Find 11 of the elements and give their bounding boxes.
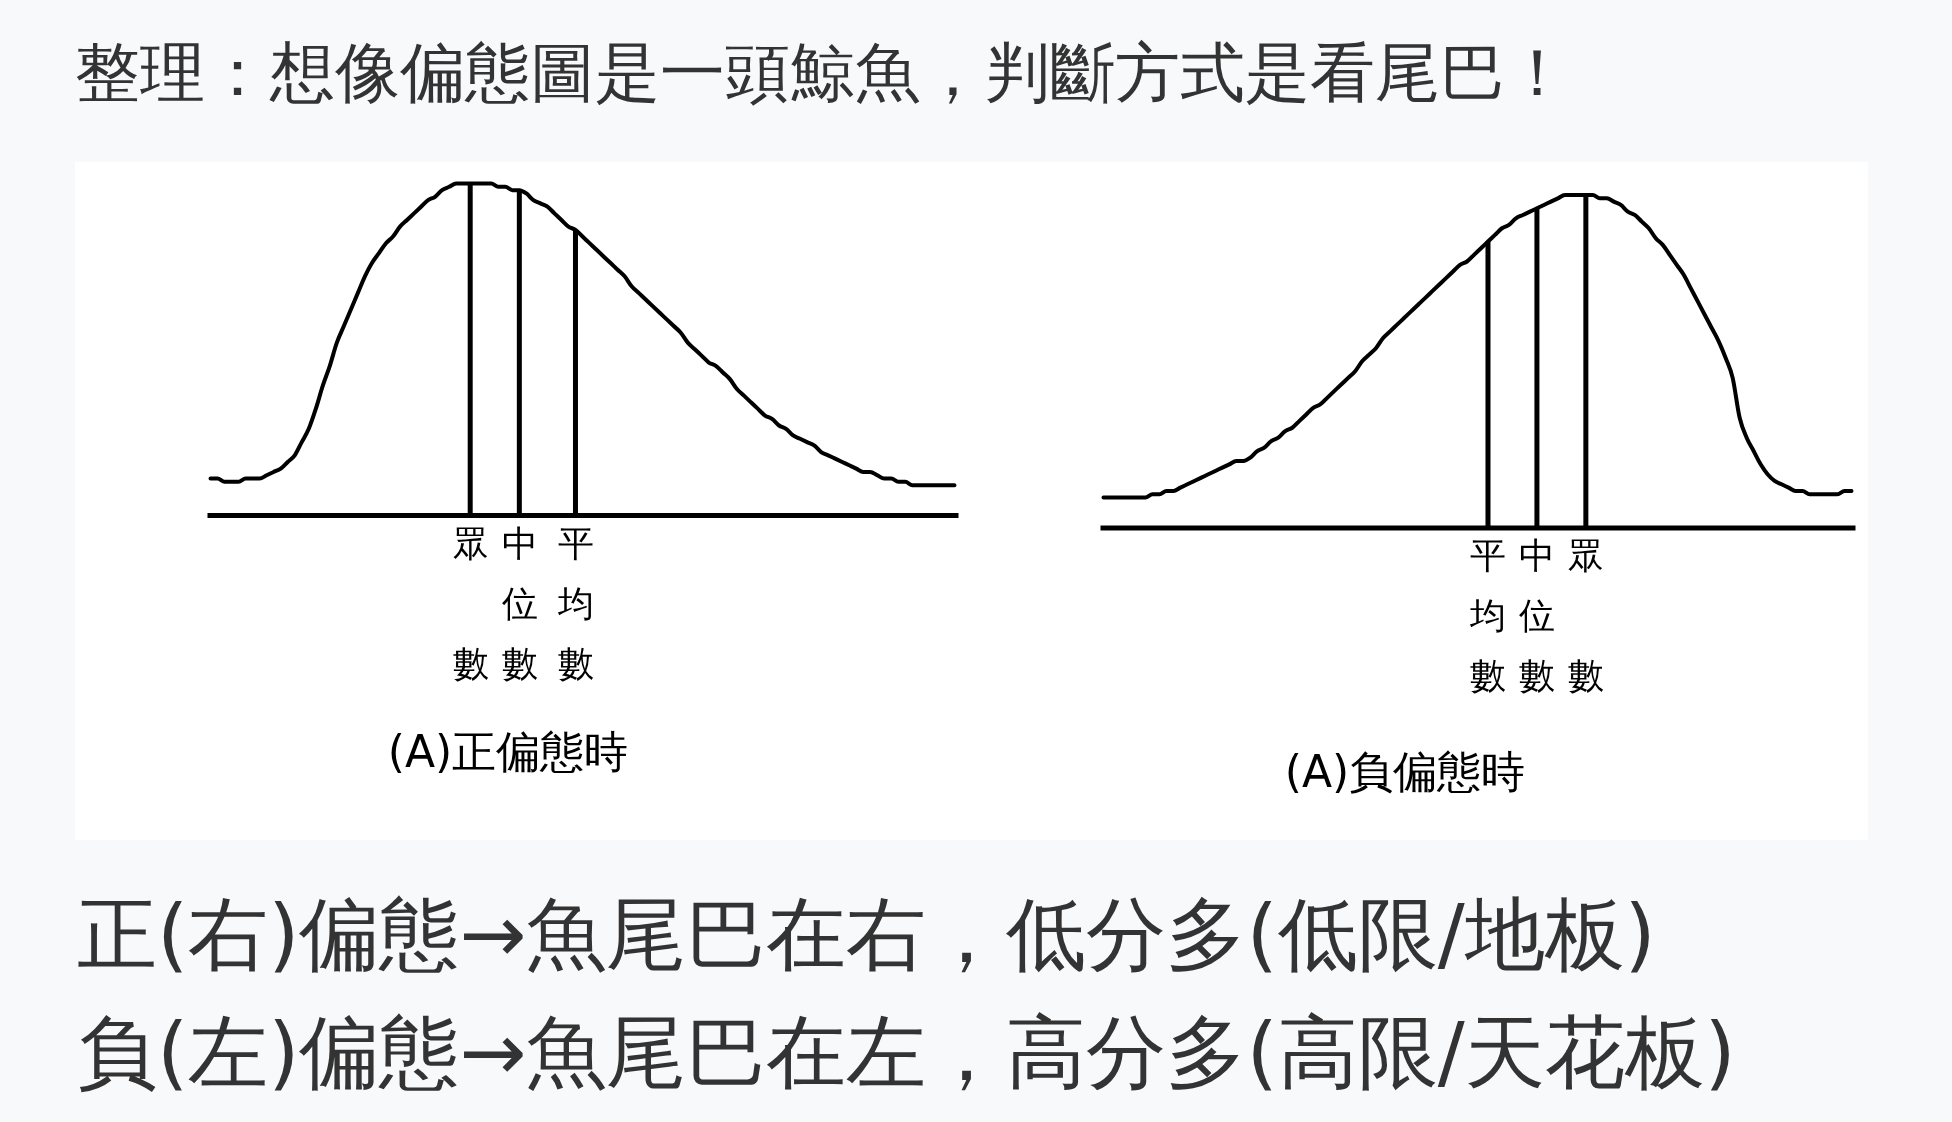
text: 正(右)偏態→魚尾巴在右，低分多(低限/地板) <box>77 888 1656 981</box>
x-tick-label: 平均數 <box>1469 535 1507 696</box>
category-label: 眾數 <box>1568 535 1605 696</box>
chart-title: 整理：想像偏態圖是一頭鯨魚，判斷方式是看尾巴！ <box>75 35 1570 110</box>
x-tick-label: 平均數 <box>556 522 594 684</box>
text: 負(左)偏態→魚尾巴在左，高分多(高限/天花板) <box>77 1006 1736 1099</box>
x-tick-label: 中位數 <box>1519 535 1556 696</box>
x-axis-title: (A)正偏態時 <box>387 726 629 777</box>
x-tick-label: 中位數 <box>501 522 538 684</box>
x-axis-title: (A)負偏態時 <box>1284 746 1526 797</box>
category-label: 眾數 <box>452 522 489 684</box>
